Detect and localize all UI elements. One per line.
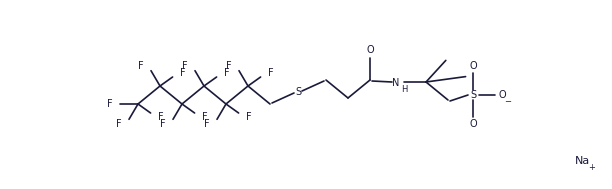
Text: F: F: [246, 112, 252, 122]
Text: −: −: [504, 98, 512, 106]
Text: Na: Na: [575, 156, 589, 166]
Text: H: H: [401, 85, 407, 94]
Text: F: F: [160, 119, 166, 129]
Text: S: S: [295, 87, 301, 97]
Text: F: F: [116, 119, 122, 129]
Text: F: F: [268, 68, 274, 78]
Text: F: F: [204, 119, 210, 129]
Text: F: F: [182, 61, 188, 71]
Text: S: S: [470, 90, 476, 100]
Text: O: O: [498, 90, 506, 100]
Text: F: F: [224, 68, 230, 78]
Text: F: F: [180, 68, 185, 78]
Text: F: F: [158, 112, 163, 122]
Text: O: O: [366, 45, 374, 55]
Text: F: F: [107, 99, 113, 109]
Text: O: O: [469, 61, 477, 71]
Text: N: N: [392, 78, 400, 88]
Text: +: +: [589, 163, 595, 173]
Text: F: F: [226, 61, 232, 71]
Text: O: O: [469, 119, 477, 129]
Text: F: F: [202, 112, 207, 122]
Text: F: F: [138, 61, 144, 71]
